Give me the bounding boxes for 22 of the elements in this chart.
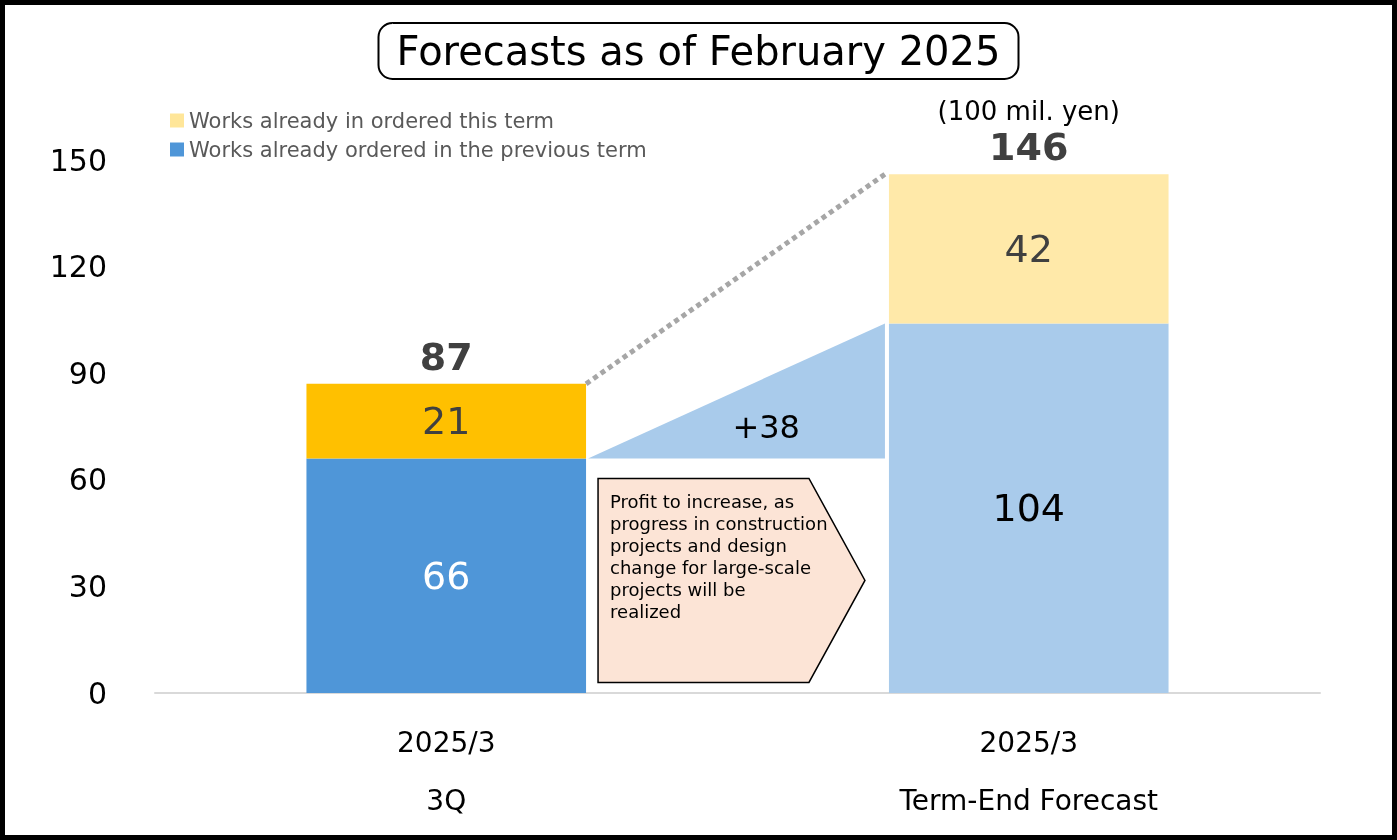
y-tick-label: 30 [68, 568, 107, 604]
y-tick-label: 150 [49, 142, 107, 178]
data-label: 66 [422, 553, 471, 598]
total-label: 87 [419, 334, 473, 379]
y-tick-label: 0 [87, 675, 107, 711]
y-axis-title: (100 mil. yen) [937, 96, 1120, 126]
x-tick-label: 2025/3 3Q [396, 725, 496, 817]
total-label: 146 [989, 125, 1069, 170]
data-label: 21 [422, 399, 471, 444]
data-label: 104 [992, 486, 1066, 531]
annotation: +38 [732, 408, 800, 447]
legend-label: Works already ordered in the previous term [189, 137, 647, 162]
y-tick-label: 60 [68, 462, 107, 498]
data-label: 42 [1004, 226, 1053, 271]
legend-label: Works already in ordered this term [189, 108, 555, 133]
annotation: Profit to increase, as progress in construction projects and design change for large-scale projects will be realized [610, 491, 828, 623]
bar [888, 323, 1169, 693]
y-tick-label: 90 [68, 355, 107, 391]
chart-title: Forecasts as of February 2025 [396, 28, 1001, 74]
bar [306, 458, 587, 693]
y-tick-label: 120 [49, 249, 107, 285]
x-tick-label: 2025/3 Term-End Forecast [898, 725, 1159, 817]
